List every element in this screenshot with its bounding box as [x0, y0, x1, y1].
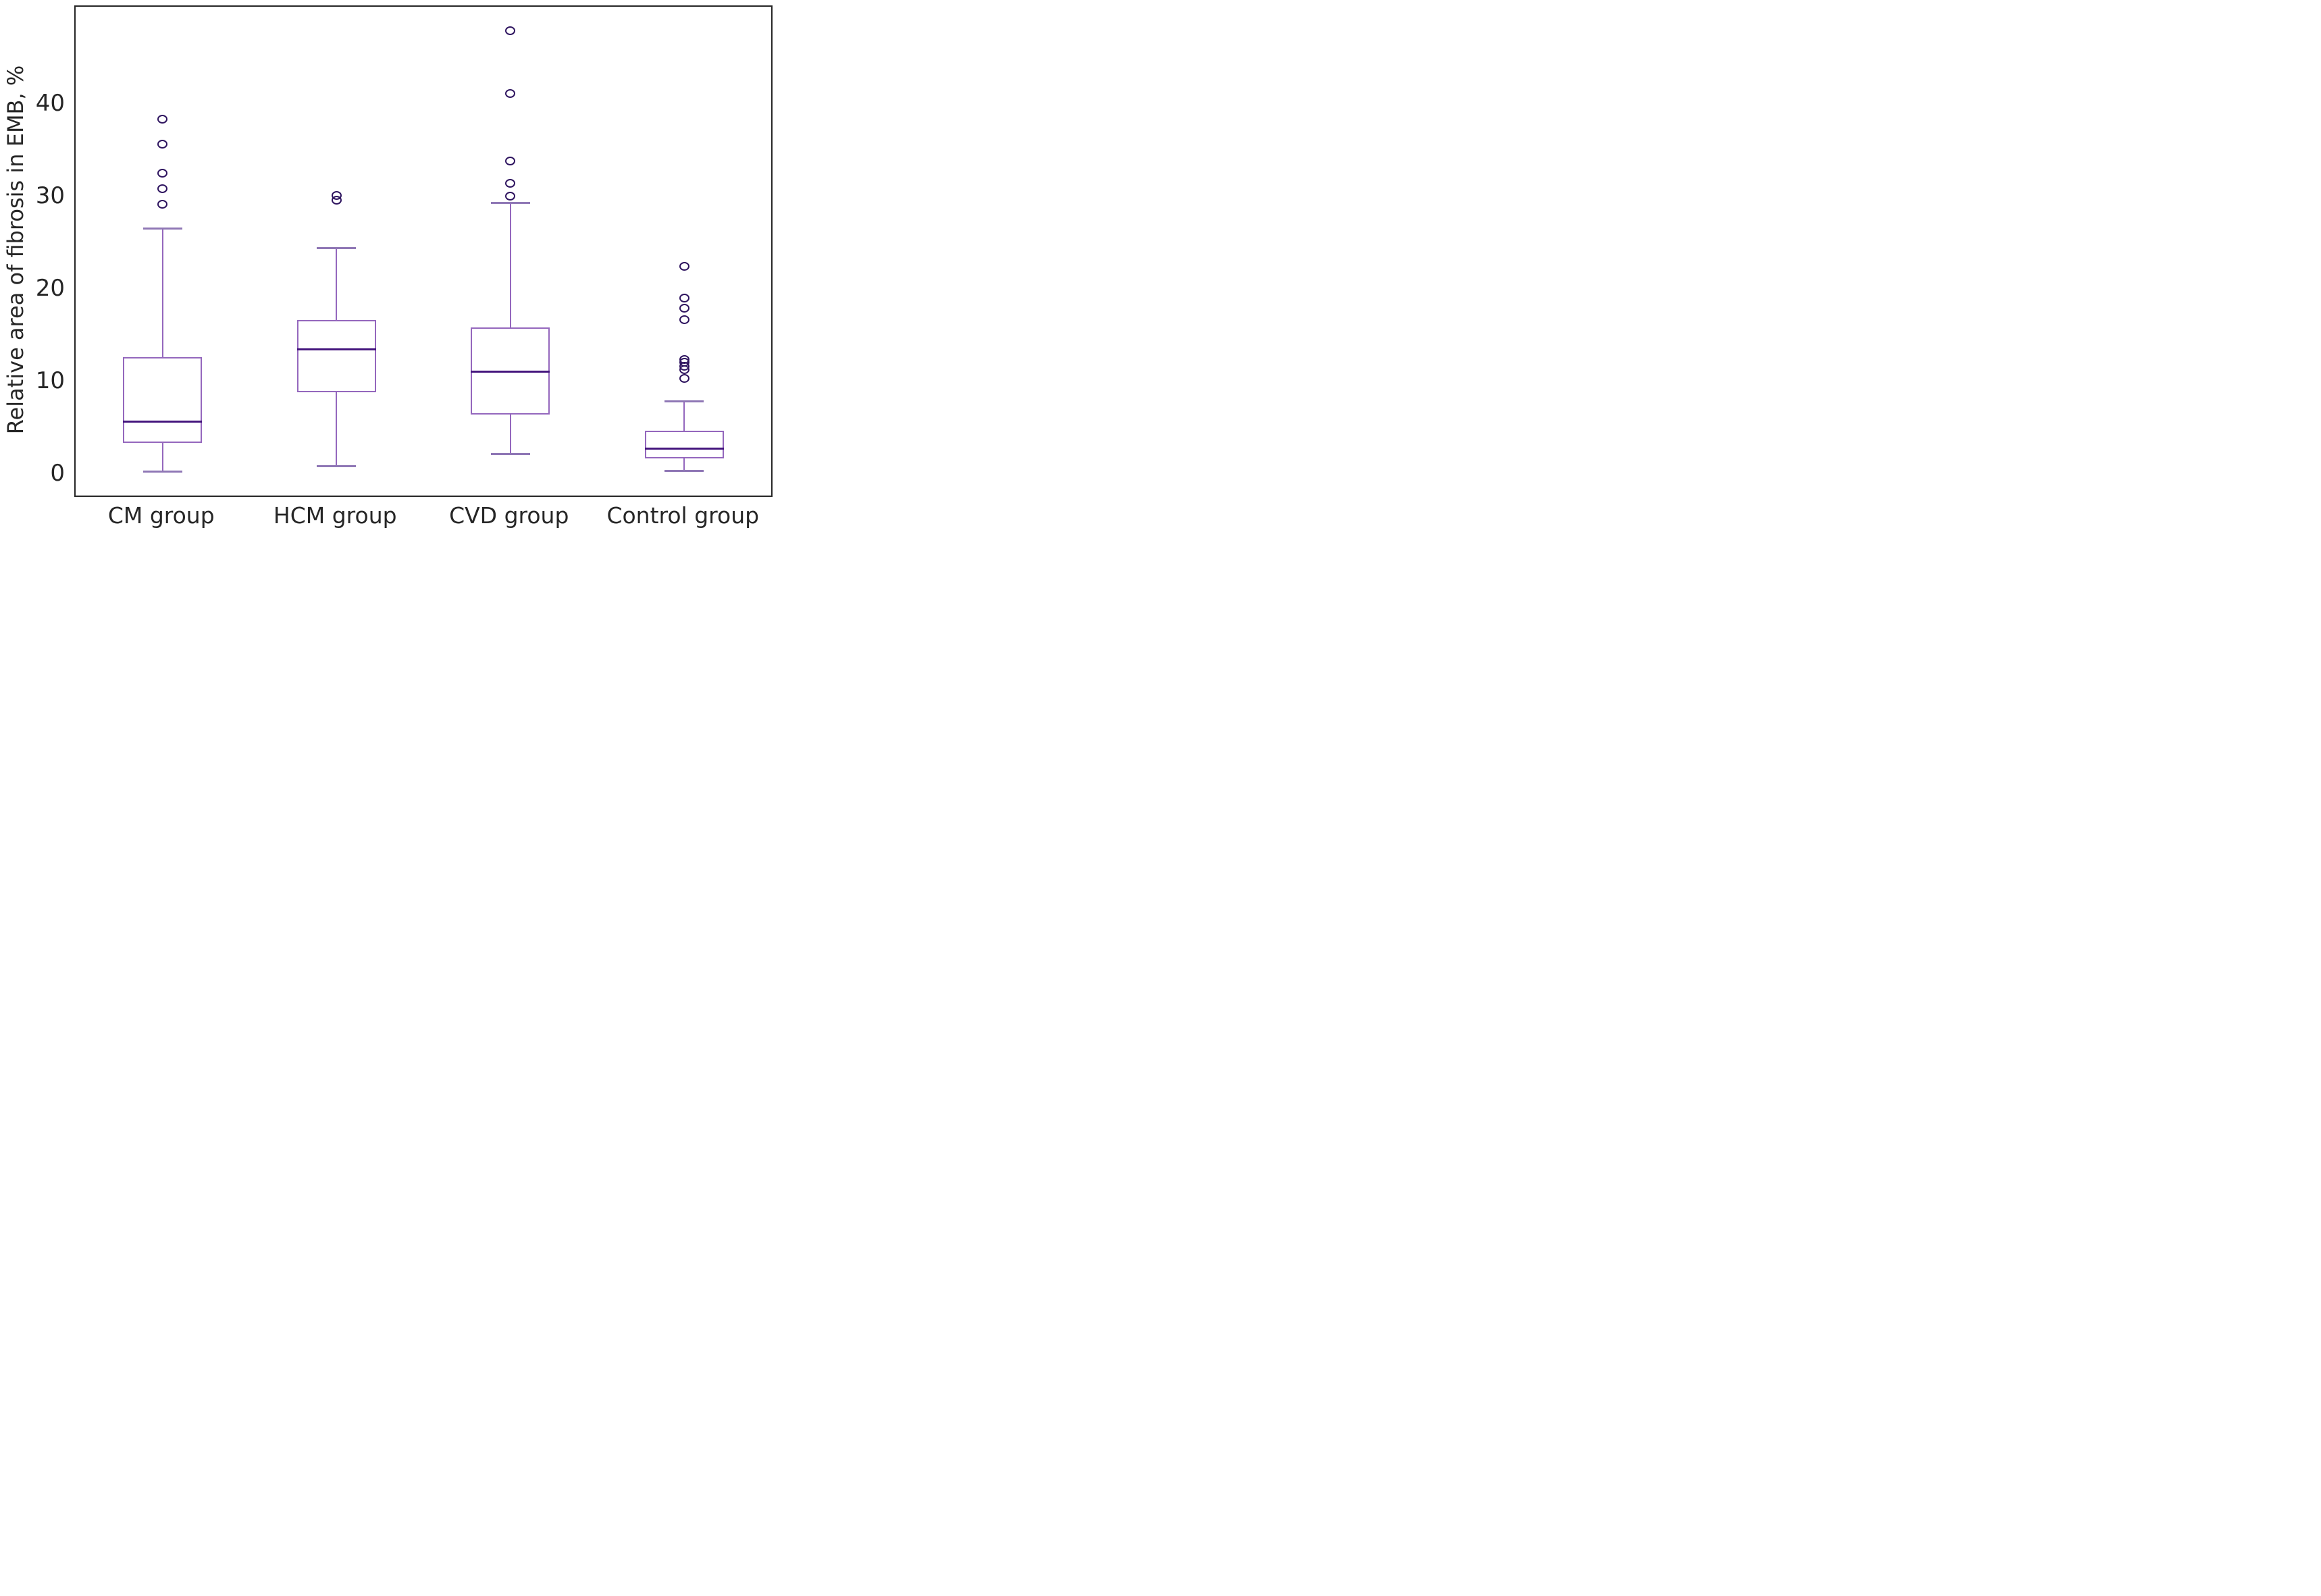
outlier-point	[157, 184, 168, 194]
whisker-cap-lower	[490, 453, 530, 455]
x-tick-label: HCM group	[273, 502, 397, 529]
y-tick-label: 0	[50, 459, 65, 487]
outlier-point	[157, 115, 168, 124]
y-axis-title: Relative area of fibrosis in EMB, %	[3, 65, 28, 435]
boxplot-figure: Relative area of fibrosis in EMB, % 0 10 2…	[0, 0, 774, 532]
whisker-cap-upper	[490, 202, 530, 204]
whisker-lower	[161, 442, 163, 472]
whisker-upper	[336, 248, 338, 320]
outlier-point	[157, 200, 168, 209]
outlier-point	[505, 89, 516, 99]
whisker-cap-upper	[317, 247, 357, 249]
x-tick-label: CVD group	[449, 502, 569, 529]
x-tick-label: Control group	[606, 502, 760, 529]
outlier-point	[679, 262, 689, 271]
median-line	[471, 371, 550, 373]
outlier-point	[505, 192, 516, 201]
box	[296, 319, 376, 392]
box	[123, 356, 203, 443]
outlier-point	[331, 190, 342, 200]
y-tick-label: 30	[35, 182, 65, 209]
outlier-point	[157, 168, 168, 178]
outlier-point	[679, 303, 689, 313]
outlier-point	[505, 178, 516, 188]
whisker-cap-upper	[142, 228, 182, 230]
whisker-cap-lower	[664, 470, 704, 472]
whisker-upper	[509, 203, 511, 327]
y-tick-label: 40	[35, 90, 65, 117]
whisker-cap-upper	[664, 400, 704, 402]
outlier-point	[157, 140, 168, 149]
plot-area	[74, 5, 773, 497]
x-tick-label: CM group	[107, 502, 215, 529]
outlier-point	[679, 373, 689, 383]
outlier-point	[679, 315, 689, 325]
whisker-cap-lower	[142, 471, 182, 473]
whisker-lower	[336, 392, 338, 467]
y-tick-label: 20	[35, 274, 65, 302]
whisker-cap-lower	[317, 465, 357, 467]
median-line	[296, 348, 376, 351]
outlier-point	[505, 157, 516, 166]
whisker-lower	[509, 414, 511, 454]
outlier-point	[679, 355, 689, 365]
box	[644, 431, 724, 459]
y-tick-label: 10	[35, 367, 65, 394]
median-line	[644, 447, 724, 450]
outlier-point	[679, 293, 689, 302]
outlier-point	[505, 26, 516, 36]
whisker-upper	[683, 401, 685, 431]
whisker-lower	[683, 458, 685, 471]
whisker-upper	[161, 228, 163, 357]
median-line	[123, 421, 203, 423]
